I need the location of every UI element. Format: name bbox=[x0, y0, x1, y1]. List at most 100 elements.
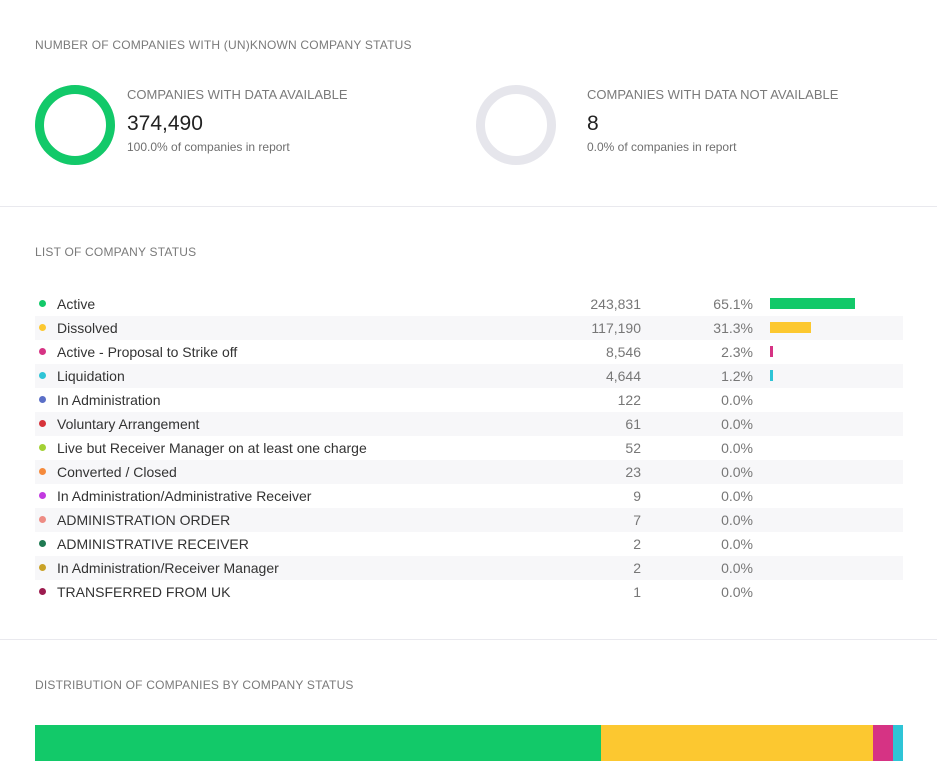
status-row: Voluntary Arrangement 61 0.0% bbox=[35, 412, 903, 436]
status-share-bar bbox=[770, 346, 773, 357]
company-status-table: Active 243,831 65.1% Dissolved 117,190 31.3% A… bbox=[35, 292, 903, 604]
status-row: Live but Receiver Manager on at least on… bbox=[35, 436, 903, 460]
available-label: COMPANIES WITH DATA AVAILABLE bbox=[127, 87, 348, 102]
status-color-dot bbox=[39, 516, 46, 523]
distribution-section-title: DISTRIBUTION OF COMPANIES BY COMPANY STA… bbox=[35, 678, 354, 692]
status-row: In Administration/Administrative Receive… bbox=[35, 484, 903, 508]
status-color-dot bbox=[39, 396, 46, 403]
status-color-dot bbox=[39, 492, 46, 499]
data-not-available-summary: COMPANIES WITH DATA NOT AVAILABLE 8 0.0%… bbox=[476, 85, 896, 165]
unknown-status-section-title: NUMBER OF COMPANIES WITH (UN)KNOWN COMPA… bbox=[35, 38, 412, 52]
status-count: 2 bbox=[633, 536, 641, 552]
status-color-dot bbox=[39, 540, 46, 547]
status-percent: 31.3% bbox=[713, 320, 753, 336]
status-percent: 65.1% bbox=[713, 296, 753, 312]
status-name: Converted / Closed bbox=[57, 464, 177, 480]
status-share-bar-track bbox=[770, 394, 900, 405]
data-available-summary: COMPANIES WITH DATA AVAILABLE 374,490 10… bbox=[35, 85, 435, 165]
status-percent: 0.0% bbox=[721, 560, 753, 576]
status-percent: 0.0% bbox=[721, 512, 753, 528]
status-share-bar-track bbox=[770, 298, 900, 309]
status-share-bar-track bbox=[770, 586, 900, 597]
distribution-segment bbox=[872, 725, 893, 761]
status-percent: 0.0% bbox=[721, 464, 753, 480]
status-count: 243,831 bbox=[590, 296, 641, 312]
section-divider bbox=[0, 206, 937, 207]
status-distribution-bar bbox=[35, 725, 903, 761]
status-share-bar-track bbox=[770, 370, 900, 381]
status-row: In Administration/Receiver Manager 2 0.0% bbox=[35, 556, 903, 580]
available-count: 374,490 bbox=[127, 112, 203, 135]
available-percent-text: 100.0% of companies in report bbox=[127, 140, 290, 154]
status-share-bar bbox=[770, 322, 811, 333]
status-name: In Administration/Receiver Manager bbox=[57, 560, 279, 576]
status-count: 2 bbox=[633, 560, 641, 576]
status-count: 61 bbox=[625, 416, 641, 432]
status-share-bar-track bbox=[770, 418, 900, 429]
status-row: Active 243,831 65.1% bbox=[35, 292, 903, 316]
status-row: ADMINISTRATION ORDER 7 0.0% bbox=[35, 508, 903, 532]
status-percent: 0.0% bbox=[721, 536, 753, 552]
not-available-count: 8 bbox=[587, 112, 599, 135]
status-name: Live but Receiver Manager on at least on… bbox=[57, 440, 367, 456]
status-percent: 0.0% bbox=[721, 488, 753, 504]
status-color-dot bbox=[39, 468, 46, 475]
not-available-label: COMPANIES WITH DATA NOT AVAILABLE bbox=[587, 87, 839, 102]
status-list-section-title: LIST OF COMPANY STATUS bbox=[35, 245, 197, 259]
status-color-dot bbox=[39, 444, 46, 451]
available-ring-fill bbox=[35, 85, 115, 165]
status-name: ADMINISTRATIVE RECEIVER bbox=[57, 536, 249, 552]
status-percent: 0.0% bbox=[721, 584, 753, 600]
status-share-bar-track bbox=[770, 490, 900, 501]
status-percent: 0.0% bbox=[721, 440, 753, 456]
status-color-dot bbox=[39, 348, 46, 355]
status-row: Converted / Closed 23 0.0% bbox=[35, 460, 903, 484]
status-share-bar bbox=[770, 370, 773, 381]
status-count: 1 bbox=[633, 584, 641, 600]
status-color-dot bbox=[39, 564, 46, 571]
status-color-dot bbox=[39, 588, 46, 595]
status-percent: 0.0% bbox=[721, 392, 753, 408]
not-available-percent-text: 0.0% of companies in report bbox=[587, 140, 737, 154]
status-share-bar-track bbox=[770, 442, 900, 453]
status-count: 122 bbox=[617, 392, 641, 408]
status-share-bar-track bbox=[770, 562, 900, 573]
status-name: ADMINISTRATION ORDER bbox=[57, 512, 231, 528]
status-share-bar-track bbox=[770, 538, 900, 549]
status-percent: 0.0% bbox=[721, 416, 753, 432]
status-row: Active - Proposal to Strike off 8,546 2.3% bbox=[35, 340, 903, 364]
status-name: Voluntary Arrangement bbox=[57, 416, 200, 432]
status-share-bar-track bbox=[770, 466, 900, 477]
status-count: 7 bbox=[633, 512, 641, 528]
status-percent: 2.3% bbox=[721, 344, 753, 360]
status-count: 23 bbox=[625, 464, 641, 480]
status-row: Liquidation 4,644 1.2% bbox=[35, 364, 903, 388]
status-name: TRANSFERRED FROM UK bbox=[57, 584, 231, 600]
status-share-bar bbox=[770, 298, 855, 309]
status-name: Active - Proposal to Strike off bbox=[57, 344, 238, 360]
status-name: Active bbox=[57, 296, 96, 312]
status-count: 117,190 bbox=[591, 320, 641, 336]
status-color-dot bbox=[39, 420, 46, 427]
distribution-segment bbox=[35, 725, 601, 761]
status-name: Dissolved bbox=[57, 320, 118, 336]
status-name: In Administration/Administrative Receive… bbox=[57, 488, 312, 504]
status-row: ADMINISTRATIVE RECEIVER 2 0.0% bbox=[35, 532, 903, 556]
status-count: 52 bbox=[625, 440, 641, 456]
available-ring-chart bbox=[35, 85, 115, 165]
distribution-segment bbox=[892, 725, 903, 761]
status-color-dot bbox=[39, 300, 46, 307]
status-row: In Administration 122 0.0% bbox=[35, 388, 903, 412]
status-row: TRANSFERRED FROM UK 1 0.0% bbox=[35, 580, 903, 604]
not-available-ring-chart bbox=[476, 85, 556, 165]
status-color-dot bbox=[39, 372, 46, 379]
status-count: 8,546 bbox=[605, 344, 641, 360]
status-count: 4,644 bbox=[605, 368, 641, 384]
status-name: Liquidation bbox=[57, 368, 125, 384]
status-row: Dissolved 117,190 31.3% bbox=[35, 316, 903, 340]
status-name: In Administration bbox=[57, 392, 161, 408]
section-divider bbox=[0, 639, 937, 640]
status-share-bar-track bbox=[770, 514, 900, 525]
status-share-bar-track bbox=[770, 322, 900, 333]
